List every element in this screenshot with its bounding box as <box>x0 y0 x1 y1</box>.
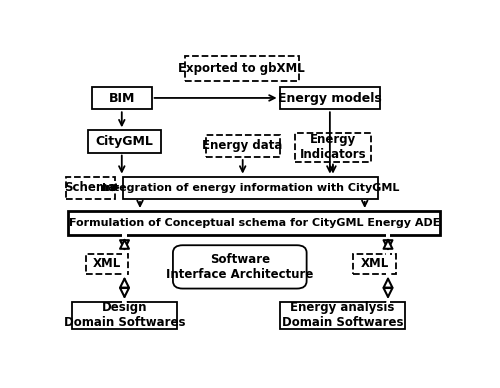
FancyBboxPatch shape <box>295 133 370 161</box>
Text: Schema: Schema <box>64 181 116 194</box>
Text: Energy
Indicators: Energy Indicators <box>300 133 366 161</box>
FancyBboxPatch shape <box>92 87 152 109</box>
FancyBboxPatch shape <box>122 177 378 199</box>
Text: Formulation of Conceptual schema for CityGML Energy ADE: Formulation of Conceptual schema for Cit… <box>68 218 440 228</box>
Text: XML: XML <box>360 257 388 270</box>
Text: Energy analysis
Domain Softwares: Energy analysis Domain Softwares <box>282 301 403 329</box>
FancyBboxPatch shape <box>353 254 396 274</box>
Text: Energy data: Energy data <box>202 139 283 152</box>
FancyBboxPatch shape <box>173 245 306 289</box>
Text: Integration of energy information with CityGML: Integration of energy information with C… <box>102 183 399 193</box>
FancyBboxPatch shape <box>122 265 127 311</box>
FancyBboxPatch shape <box>386 265 390 311</box>
FancyBboxPatch shape <box>280 87 380 109</box>
FancyBboxPatch shape <box>122 226 127 263</box>
Text: Design
Domain Softwares: Design Domain Softwares <box>64 301 185 329</box>
FancyBboxPatch shape <box>386 226 390 263</box>
Text: CityGML: CityGML <box>96 135 154 148</box>
FancyBboxPatch shape <box>280 302 406 329</box>
FancyBboxPatch shape <box>68 211 440 235</box>
FancyBboxPatch shape <box>206 135 280 157</box>
Text: XML: XML <box>93 257 121 270</box>
Text: Exported to gbXML: Exported to gbXML <box>178 62 305 75</box>
FancyBboxPatch shape <box>72 302 177 329</box>
FancyBboxPatch shape <box>184 56 299 81</box>
FancyBboxPatch shape <box>86 254 128 274</box>
Text: BIM: BIM <box>108 92 135 105</box>
FancyBboxPatch shape <box>66 177 115 199</box>
Text: Software
Interface Architecture: Software Interface Architecture <box>166 253 314 281</box>
FancyBboxPatch shape <box>88 130 162 152</box>
Text: Energy models: Energy models <box>278 92 382 105</box>
